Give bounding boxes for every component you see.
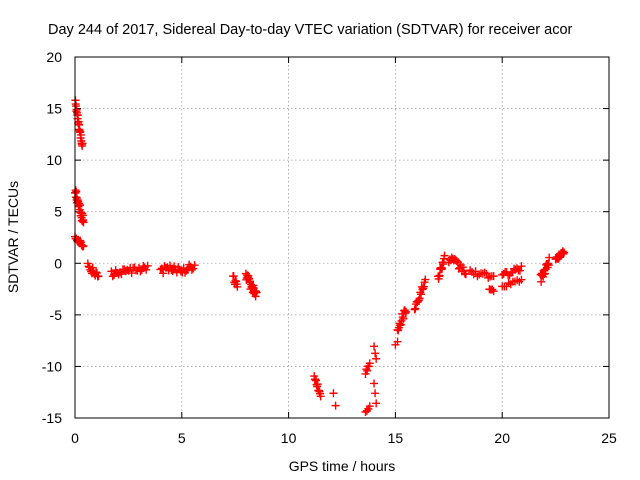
x-tick-label: 20 (494, 430, 510, 446)
data-point (411, 304, 420, 313)
x-tick-label: 10 (281, 430, 297, 446)
plot-frame (74, 56, 610, 419)
data-point (402, 307, 411, 316)
data-point (136, 267, 145, 276)
y-tick-label: -10 (42, 358, 62, 374)
y-tick-label: 10 (46, 152, 62, 168)
data-point (419, 284, 428, 293)
data-point (79, 218, 88, 227)
data-point (182, 266, 191, 275)
data-point (517, 262, 526, 271)
data-point (233, 282, 242, 291)
data-point (76, 201, 85, 210)
y-axis-label: SDTVAR / TECUs (5, 181, 21, 293)
data-point (440, 251, 449, 260)
data-point (415, 294, 424, 303)
axis-ticks (74, 56, 610, 419)
data-point (79, 241, 88, 250)
x-tick-label: 5 (178, 430, 186, 446)
data-point (488, 285, 497, 294)
data-points (71, 96, 569, 416)
y-tick-label: -15 (42, 410, 62, 426)
data-point (410, 305, 419, 314)
data-point (78, 139, 87, 148)
x-tick-label: 25 (601, 430, 617, 446)
data-point (189, 264, 198, 273)
data-point (417, 290, 426, 299)
data-point (365, 359, 374, 368)
data-point (484, 273, 493, 282)
data-point (466, 266, 475, 275)
data-point (117, 270, 126, 279)
data-point (545, 253, 554, 262)
y-tick-label: 0 (54, 255, 62, 271)
data-point (187, 265, 196, 274)
data-point (127, 269, 136, 278)
data-point (480, 268, 489, 277)
data-point (458, 263, 467, 272)
data-point (515, 266, 524, 275)
data-point (108, 272, 117, 281)
data-point (252, 288, 261, 297)
x-axis-label: GPS time / hours (289, 458, 396, 474)
data-point (316, 392, 325, 401)
data-point (143, 261, 152, 270)
data-point (517, 275, 526, 284)
x-tick-label: 0 (71, 430, 79, 446)
data-point (94, 272, 103, 281)
data-point (399, 314, 408, 323)
data-point (393, 337, 402, 346)
data-point (421, 275, 430, 284)
x-tick-label: 15 (388, 430, 404, 446)
data-point (88, 263, 97, 272)
data-point (489, 272, 498, 281)
data-point (159, 269, 168, 278)
y-tick-label: 20 (46, 49, 62, 65)
data-point (371, 349, 380, 358)
data-point (489, 287, 498, 296)
data-point (537, 277, 546, 286)
y-tick-label: -5 (50, 307, 63, 323)
data-point (452, 257, 461, 266)
data-point (372, 399, 381, 408)
data-point (142, 265, 151, 274)
y-tick-labels: -15 -10 -5 0 5 10 15 20 (42, 49, 62, 426)
data-point (331, 401, 340, 410)
data-point (372, 354, 381, 363)
x-tick-labels: 0 5 10 15 20 25 (71, 430, 617, 446)
data-point (363, 366, 372, 375)
data-point (371, 389, 380, 398)
y-tick-label: 15 (46, 101, 62, 117)
y-tick-label: 5 (54, 204, 62, 220)
chart-title: Day 244 of 2017, Sidereal Day-to-day VTE… (48, 22, 573, 38)
data-point (560, 248, 569, 257)
data-point (461, 270, 470, 279)
data-point (370, 379, 379, 388)
grid (75, 57, 609, 418)
data-point (419, 282, 428, 291)
data-point (329, 389, 338, 398)
data-point (475, 270, 484, 279)
data-point (166, 261, 175, 270)
data-point (190, 261, 199, 270)
data-point (365, 402, 374, 411)
data-point (544, 261, 553, 270)
data-point (370, 342, 379, 351)
data-point (414, 296, 423, 305)
